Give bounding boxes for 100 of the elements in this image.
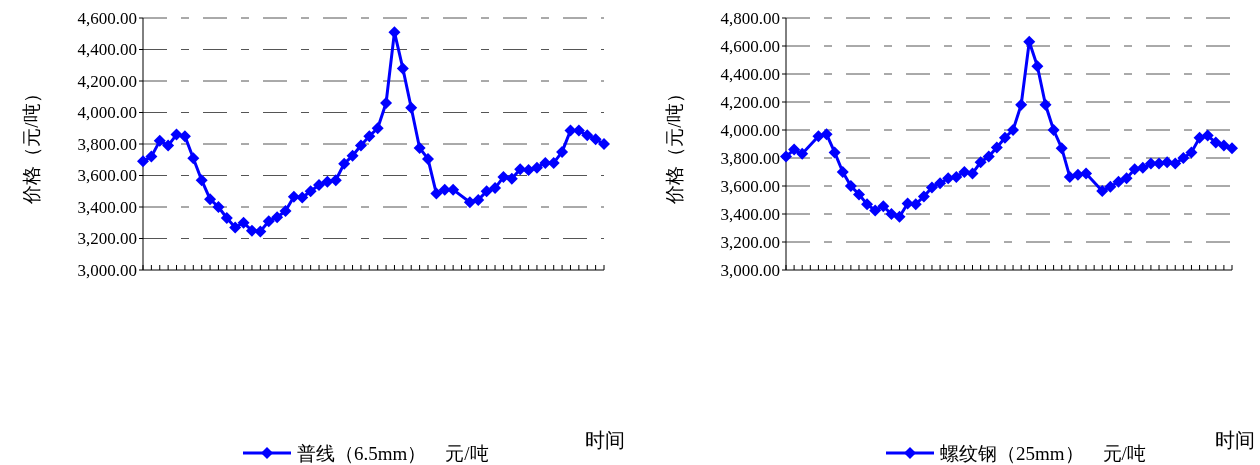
- point: [254, 225, 267, 238]
- point: [1128, 163, 1141, 176]
- point: [396, 62, 409, 75]
- point: [1169, 157, 1182, 170]
- point: [421, 152, 434, 165]
- point: [338, 157, 351, 170]
- y-tick-label: 4,400.00: [77, 40, 137, 60]
- point: [1112, 175, 1125, 188]
- point: [1015, 98, 1028, 111]
- point: [405, 101, 418, 114]
- y-tick-label: 3,600.00: [77, 166, 137, 186]
- point: [489, 182, 502, 195]
- point: [137, 155, 149, 168]
- point: [998, 131, 1011, 144]
- point: [380, 97, 393, 110]
- point: [1096, 184, 1109, 197]
- point: [812, 130, 825, 143]
- y-tick-label: 3,800.00: [720, 148, 780, 168]
- y-axis-title: 价格（元/吨）: [21, 84, 42, 205]
- point: [313, 178, 326, 191]
- point: [852, 188, 865, 201]
- point: [1209, 136, 1222, 149]
- y-tick-label: 3,600.00: [720, 176, 780, 196]
- point: [497, 171, 510, 184]
- point: [1226, 142, 1238, 155]
- y-tick-label: 3,000.00: [720, 260, 780, 280]
- point: [934, 177, 947, 190]
- point: [1177, 152, 1190, 164]
- y-tick-label: 4,600.00: [720, 36, 780, 56]
- point: [271, 211, 284, 224]
- point: [178, 130, 191, 143]
- point: [950, 170, 963, 183]
- point: [556, 145, 569, 158]
- point: [463, 196, 476, 209]
- point: [796, 147, 809, 160]
- point: [885, 208, 898, 220]
- point: [917, 190, 930, 203]
- y-tick-label: 4,200.00: [77, 71, 137, 91]
- point: [788, 143, 801, 156]
- point: [505, 172, 518, 185]
- legend-label: 普线（6.5mm） 元/吨: [297, 442, 489, 464]
- point: [1031, 60, 1044, 73]
- point: [229, 221, 242, 234]
- point: [1063, 170, 1076, 183]
- point: [162, 139, 175, 152]
- y-tick-label: 3,400.00: [720, 204, 780, 224]
- point: [346, 149, 359, 162]
- point: [430, 187, 443, 200]
- point: [780, 150, 792, 163]
- point: [1201, 129, 1214, 142]
- point: [820, 128, 833, 141]
- point: [371, 122, 384, 135]
- point: [472, 193, 485, 206]
- point: [153, 134, 166, 147]
- point: [413, 141, 426, 154]
- point: [589, 133, 602, 146]
- point: [296, 191, 309, 204]
- y-axis-title: 价格（元/吨）: [664, 84, 685, 205]
- point: [262, 215, 275, 228]
- point: [237, 216, 250, 229]
- point: [990, 141, 1003, 154]
- point: [869, 204, 882, 217]
- legend-label: 螺纹钢（25mm） 元/吨: [940, 442, 1146, 464]
- point: [145, 150, 158, 163]
- point: [844, 180, 857, 192]
- point: [480, 185, 493, 198]
- point: [974, 156, 987, 169]
- x-axis-title: 时间: [1215, 429, 1255, 451]
- point: [530, 161, 543, 174]
- point: [925, 181, 938, 194]
- y-tick-label: 3,000.00: [77, 260, 137, 280]
- y-tick-label: 4,800.00: [720, 8, 780, 28]
- x-axis-title: 时间: [585, 429, 625, 451]
- point: [195, 174, 208, 187]
- point: [828, 146, 841, 159]
- point: [982, 150, 995, 163]
- point: [877, 200, 890, 213]
- point: [1039, 98, 1052, 111]
- point: [321, 175, 334, 188]
- y-tick-label: 4,000.00: [720, 120, 780, 140]
- point: [363, 130, 376, 143]
- y-tick-label: 4,600.00: [77, 8, 137, 28]
- y-tick-label: 4,000.00: [77, 103, 137, 123]
- point: [279, 204, 292, 217]
- point: [598, 138, 610, 150]
- point: [861, 198, 874, 211]
- point: [1055, 142, 1068, 155]
- y-tick-label: 4,200.00: [720, 92, 780, 112]
- point: [893, 210, 906, 223]
- point: [1104, 180, 1117, 193]
- y-tick-label: 3,200.00: [77, 229, 137, 249]
- point: [1007, 124, 1020, 136]
- point: [220, 212, 233, 225]
- point: [1217, 139, 1230, 152]
- point: [1080, 167, 1093, 180]
- point: [354, 139, 367, 152]
- point: [966, 167, 979, 180]
- point: [304, 185, 317, 198]
- point: [1120, 172, 1133, 185]
- y-tick-label: 3,400.00: [77, 197, 137, 217]
